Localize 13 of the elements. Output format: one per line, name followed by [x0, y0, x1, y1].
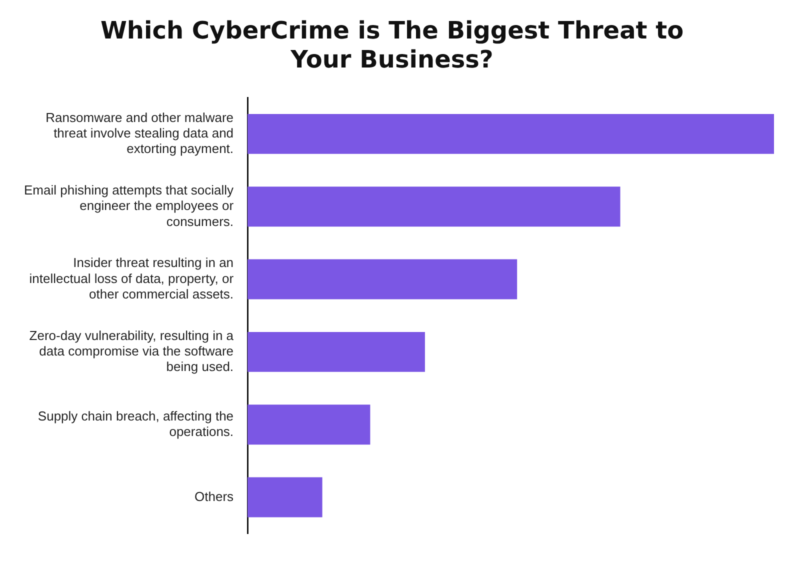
bar — [248, 404, 370, 445]
bar — [248, 186, 620, 227]
y-tick-label: Email phishing attempts that socially engineer the employees or consumers. — [24, 182, 234, 229]
bar — [248, 477, 322, 518]
bar — [248, 259, 518, 300]
bar — [248, 114, 774, 154]
y-tick-label: Insider threat resulting in an intellectual loss of data, property, or other commercial assets. — [29, 255, 234, 302]
chart-title: Which CyberCrime is The Biggest Threat to Your Business? — [100, 16, 684, 74]
y-tick-label: Ransomware and other malware threat involve stealing data and extorting payment. — [46, 110, 234, 156]
bar — [248, 332, 425, 372]
y-tick-label: Zero-day vulnerability, resulting in a data compromise via the software being used. — [29, 328, 234, 374]
y-tick-label: Supply chain breach, affecting the operations. — [38, 408, 234, 439]
y-tick-label: Others — [194, 488, 234, 504]
